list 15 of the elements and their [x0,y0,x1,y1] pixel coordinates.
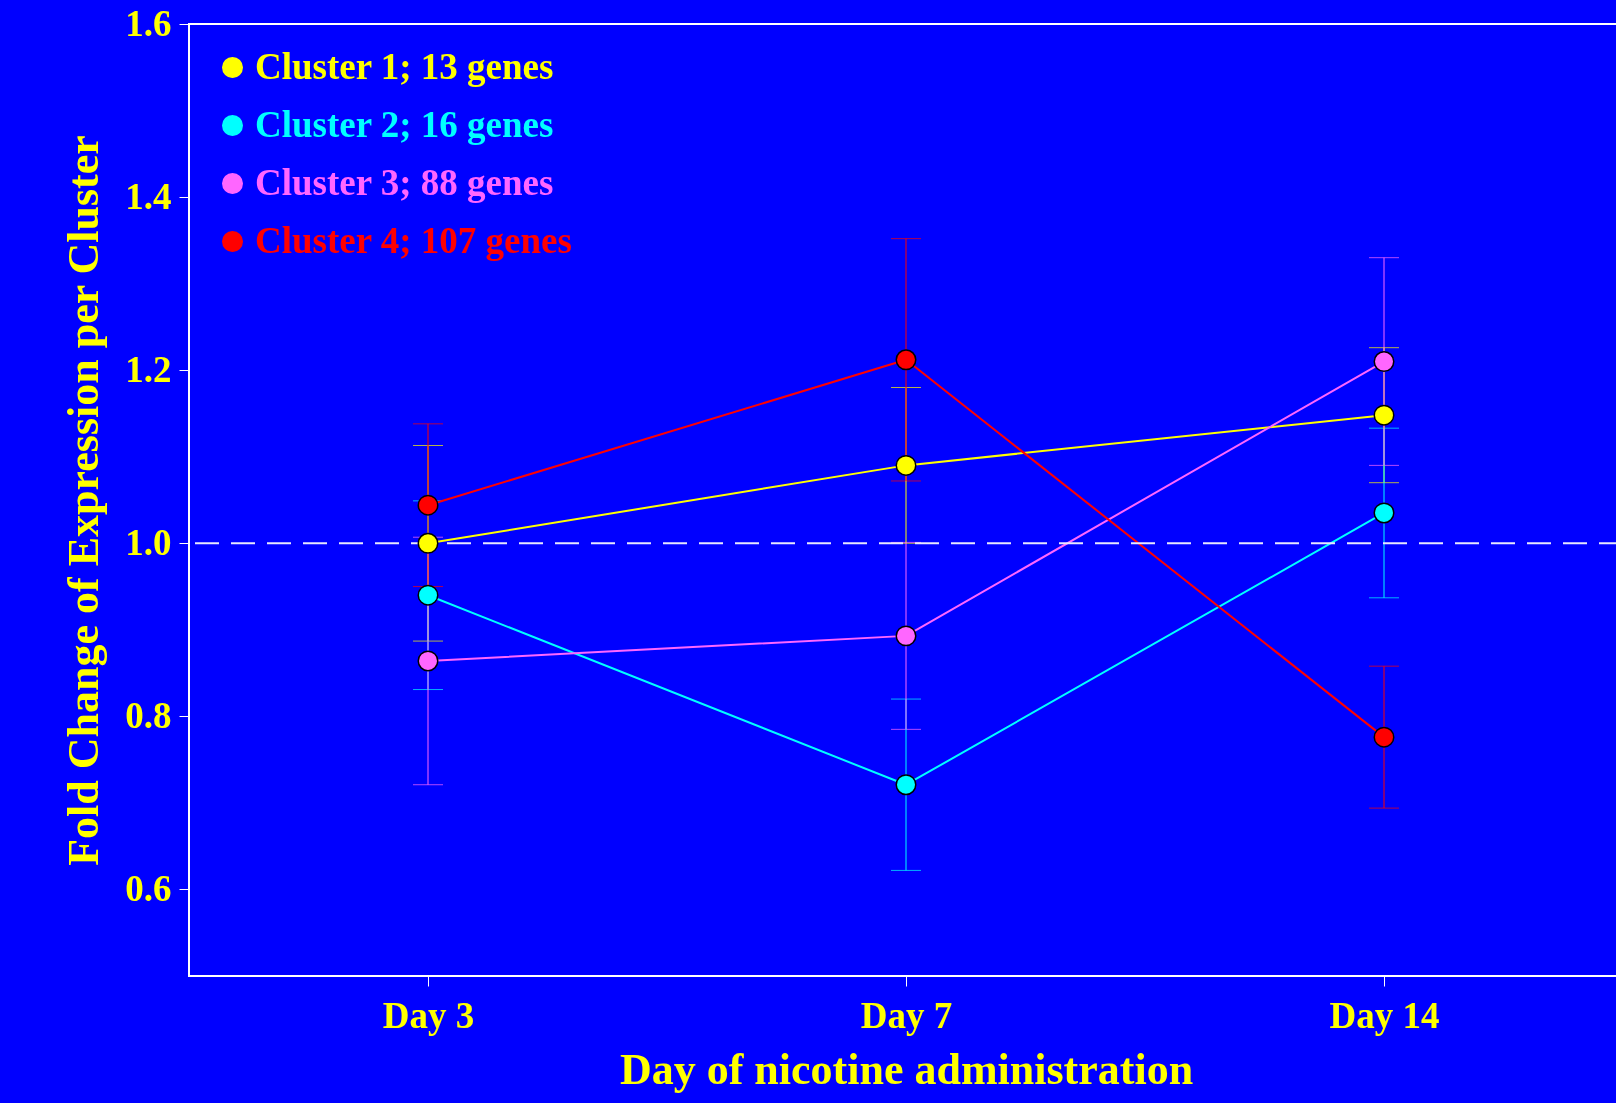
y-tick-label: 1.2 [125,348,172,390]
legend-label: Cluster 2; 16 genes [255,103,554,145]
legend-label: Cluster 3; 88 genes [255,161,554,203]
legend-label: Cluster 4; 107 genes [255,219,572,261]
y-tick-label: 0.6 [125,867,172,909]
x-tick-label: Day 14 [1329,994,1440,1036]
y-axis-title: Fold Change of Expression per Cluster [59,135,109,866]
x-tick-label: Day 3 [382,994,475,1036]
y-tick-label: 0.8 [125,694,172,736]
legend-label: Cluster 1; 13 genes [255,45,554,87]
x-tick-label: Day 7 [860,994,953,1036]
x-axis-title: Day of nicotine administration [619,1044,1194,1094]
y-tick-label: 1.0 [125,521,172,563]
y-tick-label: 1.4 [125,175,172,217]
y-tick-label: 1.6 [125,2,172,44]
